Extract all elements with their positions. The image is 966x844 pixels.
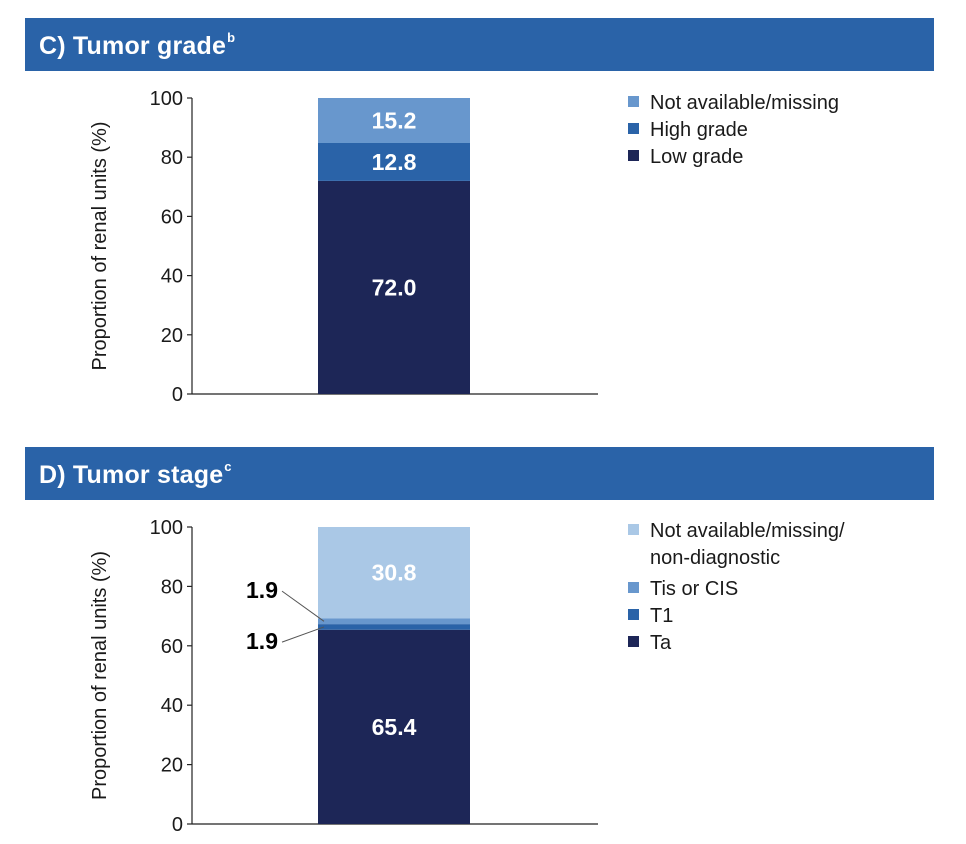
panel-header-tumor-grade: C) Tumor gradeb [25, 18, 934, 71]
legend-label: Low grade [650, 146, 743, 168]
y-tick-label: 100 [150, 88, 183, 110]
y-tick-label: 40 [161, 266, 183, 288]
callout-line [281, 626, 325, 643]
data-label: 72.0 [372, 274, 417, 300]
bar-segment [318, 180, 470, 394]
bar-segment [318, 527, 470, 619]
panel-title-footnote: b [227, 30, 236, 45]
legend-label: Tis or CIS [650, 578, 738, 600]
bar-segment [318, 98, 470, 143]
legend-swatch [628, 96, 639, 107]
bar-segment [318, 624, 470, 630]
y-tick-label: 20 [161, 755, 183, 777]
y-tick-label: 20 [161, 325, 183, 347]
legend-label: High grade [650, 119, 748, 141]
legend-label: non-diagnostic [650, 547, 780, 569]
bar-segment [318, 618, 470, 625]
bar-segment [318, 142, 470, 181]
legend-label: T1 [650, 605, 673, 627]
panel-title-text: C) Tumor grade [39, 32, 227, 60]
panel-header-tumor-stage: D) Tumor stagec [25, 447, 934, 500]
legend-swatch [628, 150, 639, 161]
legend-swatch [628, 123, 639, 134]
callout-label: 1.9 [246, 628, 278, 654]
y-tick-label: 100 [150, 517, 183, 539]
y-tick-label: 80 [161, 576, 183, 598]
data-label: 12.8 [372, 149, 417, 175]
legend-label: Not available/missing [650, 92, 839, 114]
panel-title-tumor-grade: C) Tumor gradeb [39, 30, 235, 61]
panel-title-text: D) Tumor stage [39, 461, 224, 489]
legend-swatch [628, 609, 639, 620]
legend-swatch [628, 582, 639, 593]
legend-swatch [628, 524, 639, 535]
y-tick-label: 80 [161, 147, 183, 169]
y-tick-label: 40 [161, 695, 183, 717]
bar-segment [318, 629, 470, 824]
y-tick-label: 60 [161, 636, 183, 658]
panel-title-footnote: c [224, 459, 232, 474]
y-tick-label: 0 [172, 814, 183, 836]
legend-label: Not available/missing/ [650, 520, 845, 542]
data-label: 30.8 [372, 560, 417, 586]
legend-swatch [628, 636, 639, 647]
data-label: 15.2 [372, 107, 417, 133]
y-tick-label: 60 [161, 206, 183, 228]
callout-label: 1.9 [246, 577, 278, 603]
data-label: 65.4 [372, 714, 417, 740]
y-axis-label: Proportion of renal units (%) [89, 551, 111, 800]
panel-title-tumor-stage: D) Tumor stagec [39, 459, 232, 490]
tumor-grade-chart: Proportion of renal units (%) 0 20 40 60 80 10… [89, 88, 839, 406]
tumor-stage-chart: Proportion of renal units (%) 0 20 40 60 80 10… [89, 517, 845, 836]
y-axis-label: Proportion of renal units (%) [89, 121, 111, 370]
callout-line [281, 590, 325, 622]
y-tick-label: 0 [172, 384, 183, 406]
legend-label: Ta [650, 632, 672, 654]
